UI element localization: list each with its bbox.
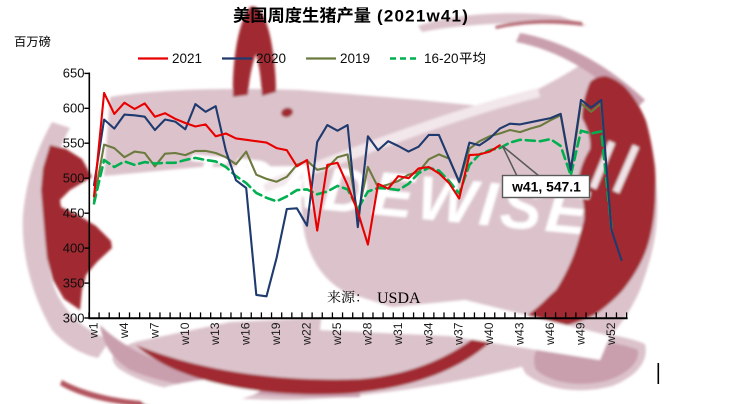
svg-text:500: 500: [63, 171, 85, 186]
svg-text:w25: w25: [330, 322, 344, 346]
svg-text:300: 300: [63, 310, 85, 325]
svg-text:650: 650: [63, 66, 85, 81]
svg-text:w46: w46: [543, 322, 557, 346]
svg-text:USDA: USDA: [377, 290, 421, 307]
svg-text:600: 600: [63, 101, 85, 116]
svg-text:w13: w13: [208, 322, 222, 346]
svg-text:2019: 2019: [340, 51, 370, 66]
svg-text:w10: w10: [178, 322, 192, 346]
svg-text:2020: 2020: [256, 51, 286, 66]
svg-text:350: 350: [63, 275, 85, 290]
svg-text:w1: w1: [87, 322, 101, 339]
svg-text:w49: w49: [574, 322, 588, 346]
svg-text:w16: w16: [239, 322, 253, 346]
svg-text:(2021w41): (2021w41): [377, 7, 469, 26]
svg-text:w37: w37: [452, 322, 466, 346]
svg-text:w52: w52: [604, 322, 618, 346]
svg-text:400: 400: [63, 240, 85, 255]
svg-text:2021: 2021: [172, 51, 202, 66]
svg-text:w28: w28: [360, 322, 374, 346]
svg-text:w31: w31: [391, 322, 405, 346]
svg-text:w7: w7: [147, 322, 161, 339]
svg-text:w43: w43: [513, 322, 527, 346]
svg-text:450: 450: [63, 206, 85, 221]
svg-text:w41, 547.1: w41, 547.1: [511, 179, 581, 195]
svg-text:w19: w19: [269, 322, 283, 346]
svg-text:w22: w22: [300, 322, 314, 346]
svg-text:550: 550: [63, 136, 85, 151]
svg-text:w40: w40: [482, 322, 496, 346]
svg-text:w4: w4: [117, 322, 131, 339]
svg-text:w34: w34: [421, 322, 435, 346]
svg-text:16-20: 16-20: [424, 51, 459, 66]
